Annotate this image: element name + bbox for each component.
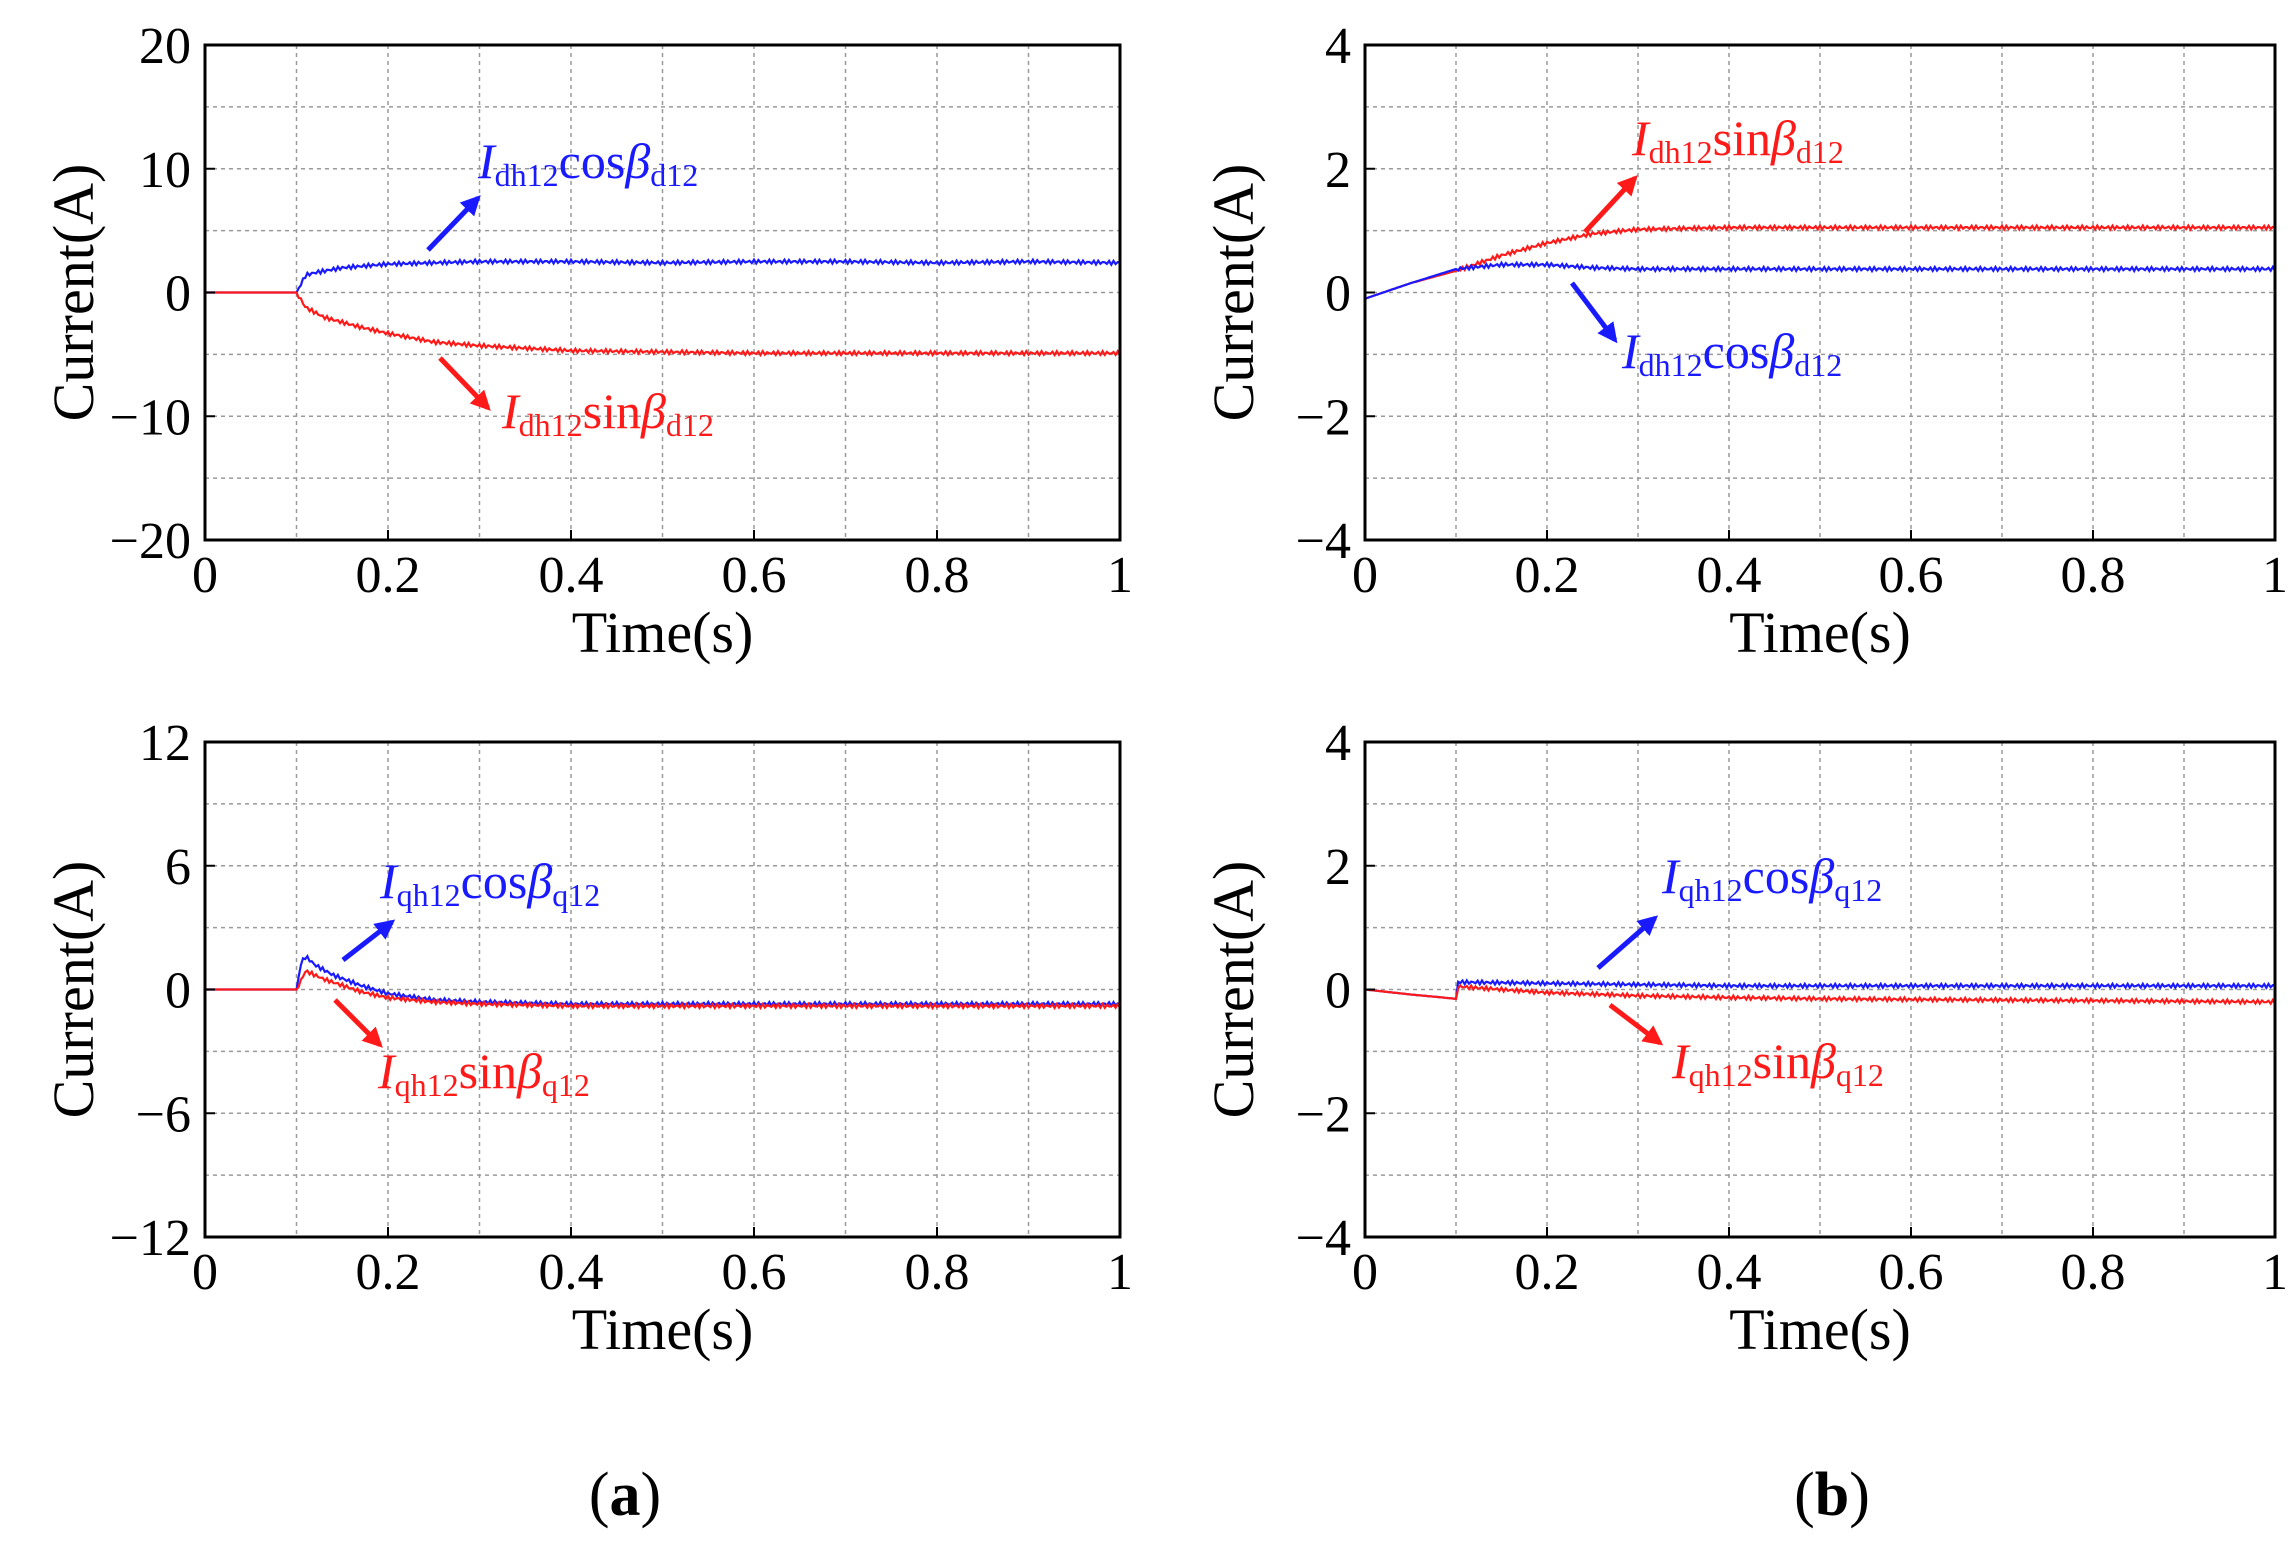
x-tick-label: 0.6 bbox=[1879, 547, 1944, 604]
annotation-label: Idh12sinβd12 bbox=[1631, 110, 1844, 170]
x-axis-label: Time(s) bbox=[1729, 1297, 1911, 1362]
x-axis-label: Time(s) bbox=[1729, 600, 1911, 665]
x-tick-label: 0.2 bbox=[1515, 547, 1580, 604]
y-tick-label: 20 bbox=[139, 18, 191, 75]
y-axis-label: Current(A) bbox=[41, 164, 106, 422]
y-tick-label: 2 bbox=[1325, 839, 1351, 896]
y-tick-label: −20 bbox=[110, 513, 191, 570]
y-tick-label: 4 bbox=[1325, 715, 1351, 772]
x-tick-label: 1 bbox=[2262, 1244, 2288, 1301]
y-tick-label: 6 bbox=[165, 839, 191, 896]
series-line-first bbox=[1364, 223, 2276, 300]
annotation-label: Iqh12sinβq12 bbox=[377, 1043, 590, 1103]
series-line-second bbox=[1364, 983, 2276, 1006]
annotation-label: Iqh12cosβq12 bbox=[379, 853, 600, 913]
annotation-arrow bbox=[1608, 1003, 1664, 1046]
y-tick-label: −4 bbox=[1296, 1210, 1351, 1267]
y-tick-label: −2 bbox=[1296, 1086, 1351, 1143]
x-tick-label: 0.4 bbox=[1697, 547, 1762, 604]
caption-b-letter: b bbox=[1815, 1461, 1849, 1529]
annotation-label: Iqh12sinβq12 bbox=[1671, 1033, 1884, 1093]
series-line-first bbox=[205, 954, 1121, 1009]
x-tick-label: 0.2 bbox=[356, 1244, 421, 1301]
annotation-arrow bbox=[1583, 175, 1638, 234]
y-axis-label: Current(A) bbox=[41, 861, 106, 1119]
x-tick-label: 1 bbox=[1107, 547, 1133, 604]
y-tick-label: −6 bbox=[136, 1086, 191, 1143]
annotation-label: Idh12sinβd12 bbox=[501, 383, 714, 443]
y-tick-label: 0 bbox=[165, 963, 191, 1020]
caption-b: (b) bbox=[1794, 1461, 1870, 1529]
y-axis-label: Current(A) bbox=[1201, 164, 1266, 422]
annotation-arrow bbox=[333, 998, 383, 1048]
x-tick-label: 0 bbox=[192, 1244, 218, 1301]
chart-b-top: 0 0.2 0.4 0.6 0.8 1 −4 −2 0 2 4 Time(s) Current(A) Id… bbox=[1201, 18, 2288, 665]
caption-a: (a) bbox=[589, 1461, 661, 1529]
x-axis-label: Time(s) bbox=[572, 600, 754, 665]
x-tick-label: 0.6 bbox=[722, 1244, 787, 1301]
x-tick-label: 0.8 bbox=[905, 547, 970, 604]
series-line-second bbox=[205, 291, 1121, 358]
annotation-arrow bbox=[1570, 281, 1618, 344]
x-tick-label: 0 bbox=[1352, 1244, 1378, 1301]
charts-layer: 0 0.2 0.4 0.6 0.8 1−20−1001020Time(s)Current(… bbox=[41, 18, 2288, 1362]
chart-a-bottom: 0 0.2 0.4 0.6 0.8 1 −12 −6 0 6 12 Time(s) Current(A)… bbox=[41, 715, 1133, 1362]
x-tick-label: 0.6 bbox=[1879, 1244, 1944, 1301]
caption-a-open: ( bbox=[589, 1461, 610, 1529]
y-tick-label: 0 bbox=[165, 266, 191, 323]
y-tick-label: 4 bbox=[1325, 18, 1351, 75]
y-tick-label: 0 bbox=[1325, 266, 1351, 323]
x-tick-label: 1 bbox=[1107, 1244, 1133, 1301]
x-tick-label: 0 bbox=[1352, 547, 1378, 604]
annotation-arrow bbox=[341, 919, 396, 962]
x-axis-label: Time(s) bbox=[572, 1297, 754, 1362]
series-line-first bbox=[205, 257, 1121, 294]
annotation-arrow bbox=[426, 195, 481, 252]
x-tick-label: 0.8 bbox=[2061, 1244, 2126, 1301]
annotation-label: Idh12cosβd12 bbox=[477, 133, 698, 193]
x-tick-label: 1 bbox=[2262, 547, 2288, 604]
series-line-second bbox=[1364, 260, 2276, 300]
y-tick-label: 12 bbox=[139, 715, 191, 772]
chart-b-bottom: 0 0.2 0.4 0.6 0.8 1 −4 −2 0 2 4 Time(s) Current(A) Iq… bbox=[1201, 715, 2288, 1362]
x-tick-label: 0.4 bbox=[1697, 1244, 1762, 1301]
annotation-label: Iqh12cosβq12 bbox=[1661, 848, 1882, 908]
y-tick-label: −2 bbox=[1296, 389, 1351, 446]
caption-a-letter: a bbox=[610, 1461, 641, 1529]
series-line-second bbox=[205, 969, 1121, 1011]
x-tick-label: 0.8 bbox=[2061, 547, 2126, 604]
caption-b-open: ( bbox=[1794, 1461, 1815, 1529]
y-tick-label: 10 bbox=[139, 142, 191, 199]
annotation-arrow bbox=[438, 356, 491, 411]
x-tick-label: 0 bbox=[192, 547, 218, 604]
y-tick-label: −4 bbox=[1296, 513, 1351, 570]
y-axis-label: Current(A) bbox=[1201, 861, 1266, 1119]
chart-a-top: 0 0.2 0.4 0.6 0.8 1 −20 −10 0 10 20 Time(s) Current(… bbox=[41, 18, 1133, 665]
annotation-label: Idh12cosβd12 bbox=[1621, 323, 1842, 383]
x-tick-label: 0.2 bbox=[1515, 1244, 1580, 1301]
caption-b-close: ) bbox=[1849, 1461, 1870, 1529]
x-tick-label: 0.6 bbox=[722, 547, 787, 604]
x-tick-label: 0.4 bbox=[539, 547, 604, 604]
x-tick-label: 0.2 bbox=[356, 547, 421, 604]
y-tick-label: 0 bbox=[1325, 963, 1351, 1020]
y-tick-label: −10 bbox=[110, 389, 191, 446]
series-line-first bbox=[1364, 978, 2276, 1000]
x-tick-label: 0.4 bbox=[539, 1244, 604, 1301]
y-tick-label: 2 bbox=[1325, 142, 1351, 199]
x-tick-label: 0.8 bbox=[905, 1244, 970, 1301]
caption-a-close: ) bbox=[641, 1461, 662, 1529]
annotation-arrow bbox=[1596, 915, 1659, 970]
y-tick-label: −12 bbox=[110, 1210, 191, 1267]
